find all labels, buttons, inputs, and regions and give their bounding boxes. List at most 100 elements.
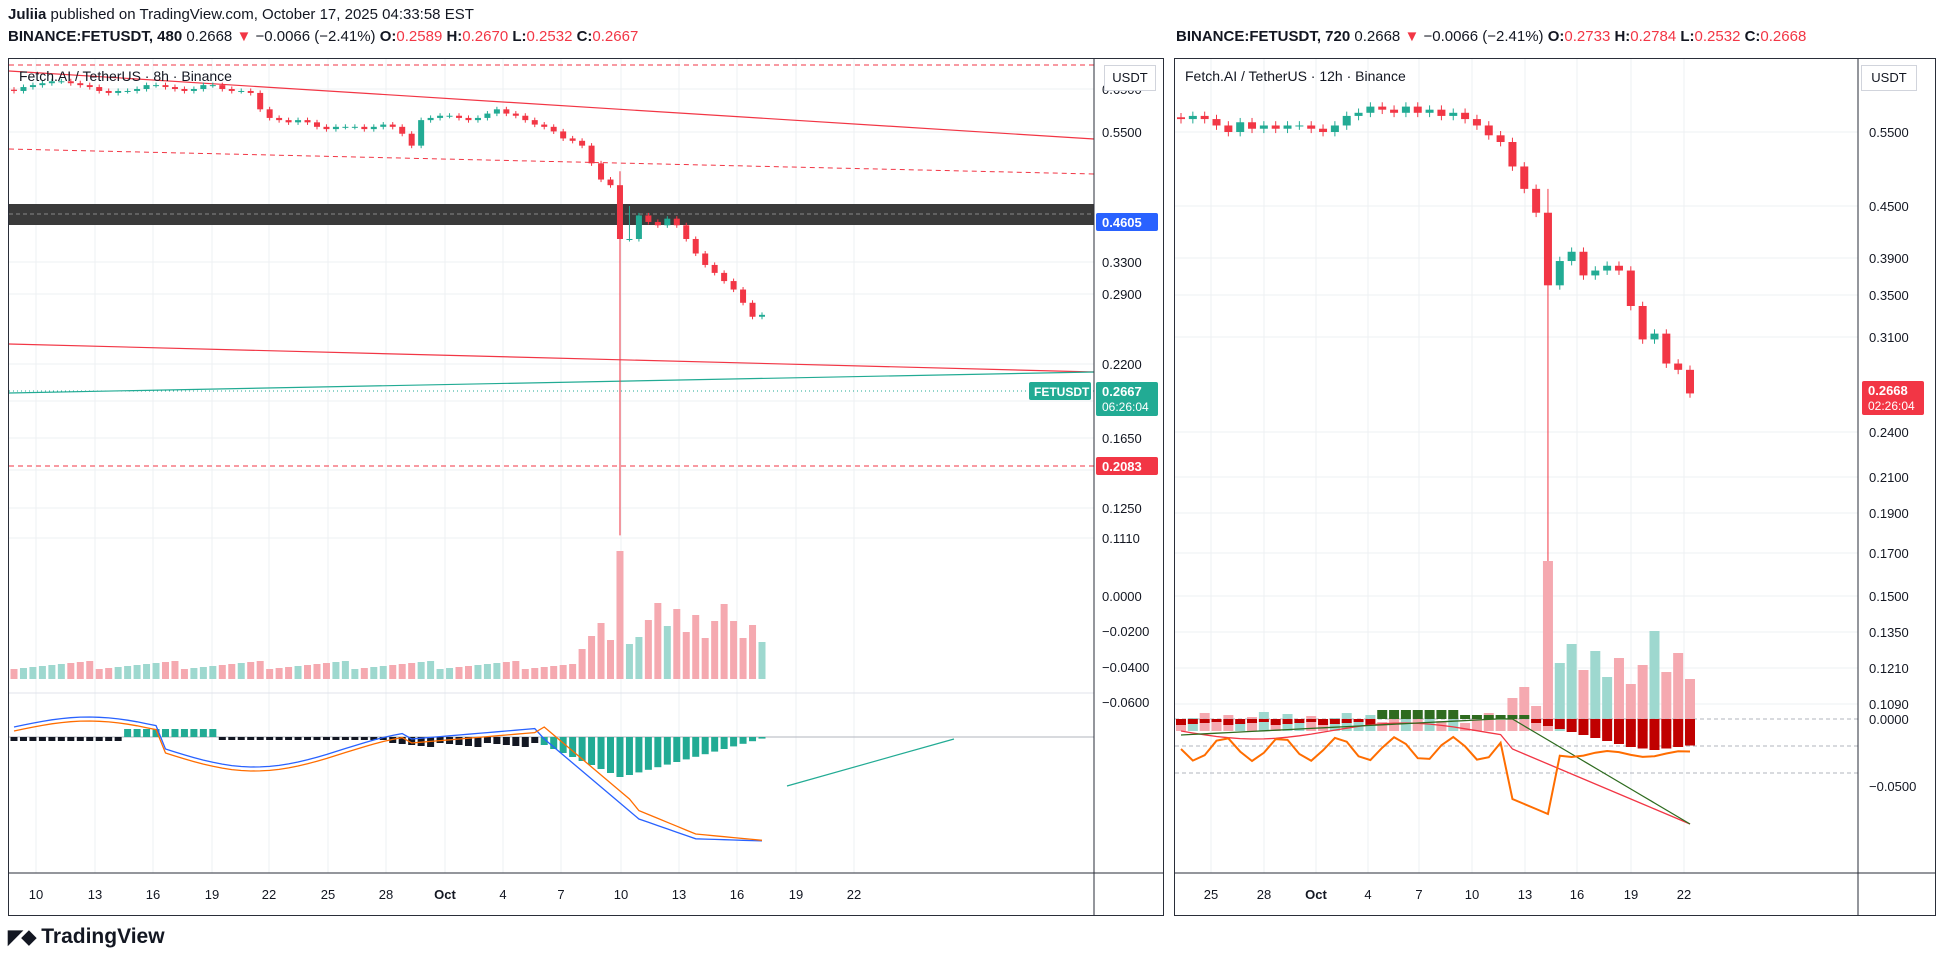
- candle: [1591, 270, 1600, 276]
- downtrend-line-upper: [9, 70, 1095, 140]
- volume-bar: [370, 667, 378, 679]
- macd-hist-bar: [597, 737, 605, 769]
- left-open: 0.2589: [396, 28, 443, 45]
- price-tick: 0.5500: [1102, 125, 1142, 140]
- candle: [598, 163, 605, 180]
- candle: [512, 113, 519, 116]
- time-tick: 16: [1570, 887, 1584, 902]
- candle: [361, 126, 368, 130]
- left-symbol[interactable]: BINANCE:FETUSDT, 480: [8, 28, 183, 45]
- macd-hist-bar: [105, 737, 113, 741]
- volume-bar: [143, 664, 151, 679]
- left-chart-panel[interactable]: 0.65000.55000.39000.33000.29000.22000.19…: [8, 58, 1164, 916]
- volume-bar: [531, 668, 539, 679]
- macd-hist-bar: [493, 737, 501, 744]
- osc-signal-line: [1180, 735, 1691, 816]
- currency-button[interactable]: USDT: [1104, 65, 1156, 91]
- macd-hist-bar: [313, 737, 321, 740]
- volume-bar: [673, 609, 681, 679]
- candle: [654, 221, 661, 226]
- candle: [1413, 106, 1422, 113]
- right-chart-svg[interactable]: 0.5500 0.4500 0.3900 0.3500 0.3100 0.2400 0.21…: [1175, 59, 1935, 915]
- candle: [1650, 333, 1659, 340]
- volume-bar: [483, 664, 491, 679]
- signal-line: [13, 720, 763, 841]
- osc-hist-bar: [1436, 710, 1447, 719]
- candle: [1496, 135, 1505, 143]
- left-chart-svg[interactable]: 0.65000.55000.39000.33000.29000.22000.19…: [9, 59, 1163, 915]
- candle: [134, 89, 141, 91]
- candle: [427, 117, 434, 121]
- candle: [569, 138, 576, 141]
- macd-hist-bar: [569, 737, 577, 757]
- candle: [190, 89, 197, 91]
- left-close: 0.2667: [592, 28, 639, 45]
- macd-hist-bar: [133, 729, 141, 737]
- candle: [1390, 109, 1399, 113]
- volume-bar: [427, 661, 435, 679]
- volume-bar: [256, 661, 264, 679]
- right-chart-panel[interactable]: 0.5500 0.4500 0.3900 0.3500 0.3100 0.2400 0.21…: [1174, 58, 1936, 916]
- macd-hist-bar: [644, 737, 652, 770]
- downtrend-line-lower: [9, 343, 1095, 373]
- volume-bar: [1673, 653, 1684, 731]
- candle: [162, 85, 169, 88]
- candle: [77, 83, 84, 86]
- candle: [39, 83, 46, 86]
- candle: [645, 215, 652, 222]
- candle: [171, 87, 178, 89]
- candle: [1461, 112, 1470, 120]
- osc-hist-bar: [1590, 719, 1601, 738]
- candle: [219, 85, 226, 89]
- right-last-price: 0.2668: [1354, 28, 1401, 45]
- time-tick: 4: [1364, 887, 1371, 902]
- macd-hist-bar: [256, 737, 264, 740]
- volume-bar: [625, 644, 633, 679]
- candle: [1603, 265, 1612, 271]
- volume-bar: [218, 665, 226, 679]
- price-tick: 0.4500: [1869, 199, 1909, 214]
- macd-hist-bar: [550, 737, 558, 749]
- volume-bar: [521, 669, 529, 679]
- osc-hist-bar: [1661, 719, 1672, 749]
- volume-bar: [1176, 723, 1186, 731]
- volume-bar: [502, 662, 510, 679]
- macd-hist-bar: [635, 737, 643, 773]
- right-symbol[interactable]: BINANCE:FETUSDT, 720: [1176, 28, 1351, 45]
- macd-hist-bar: [29, 737, 37, 741]
- candle: [759, 314, 765, 317]
- volume-bar: [569, 664, 577, 679]
- osc-hist-bar: [1247, 719, 1258, 723]
- osc-hist-bar: [1448, 710, 1459, 719]
- osc-hist-bar: [1258, 719, 1269, 722]
- macd-hist-bar: [351, 737, 359, 740]
- volume-bar: [304, 665, 312, 679]
- candle: [1259, 125, 1268, 129]
- candle: [370, 126, 377, 130]
- volume-bar: [1471, 718, 1482, 731]
- candle: [1212, 119, 1221, 126]
- tradingview-logo[interactable]: ◤◆ TradingView: [8, 925, 165, 949]
- macd-hist-bar: [474, 737, 482, 747]
- right-symbol-line: BINANCE:FETUSDT, 720 0.2668 ▼ −0.0066 (−…: [1176, 28, 1806, 45]
- osc-hist-bar: [1471, 715, 1482, 719]
- candle: [304, 120, 311, 123]
- volume-bar: [512, 661, 520, 679]
- volume-bar: [341, 661, 349, 679]
- macd-hist-bar: [190, 729, 198, 737]
- level-tag-high-bg: [1096, 213, 1158, 231]
- price-tick: 0.1210: [1869, 661, 1909, 676]
- time-tick: 7: [557, 887, 564, 902]
- volume-bar: [654, 603, 662, 679]
- currency-button[interactable]: USDT: [1861, 65, 1917, 91]
- osc-hist-bar: [1223, 719, 1234, 725]
- osc-hist-bar: [1306, 719, 1317, 722]
- osc-slow-line: [1180, 718, 1691, 825]
- candle: [1425, 109, 1434, 113]
- macd-hist-bar: [285, 737, 293, 740]
- right-open-label: O:: [1547, 28, 1565, 45]
- candle: [1342, 115, 1351, 126]
- volume-bar: [730, 621, 738, 679]
- author-name[interactable]: Juliia: [8, 6, 47, 23]
- volume-bar: [408, 663, 416, 679]
